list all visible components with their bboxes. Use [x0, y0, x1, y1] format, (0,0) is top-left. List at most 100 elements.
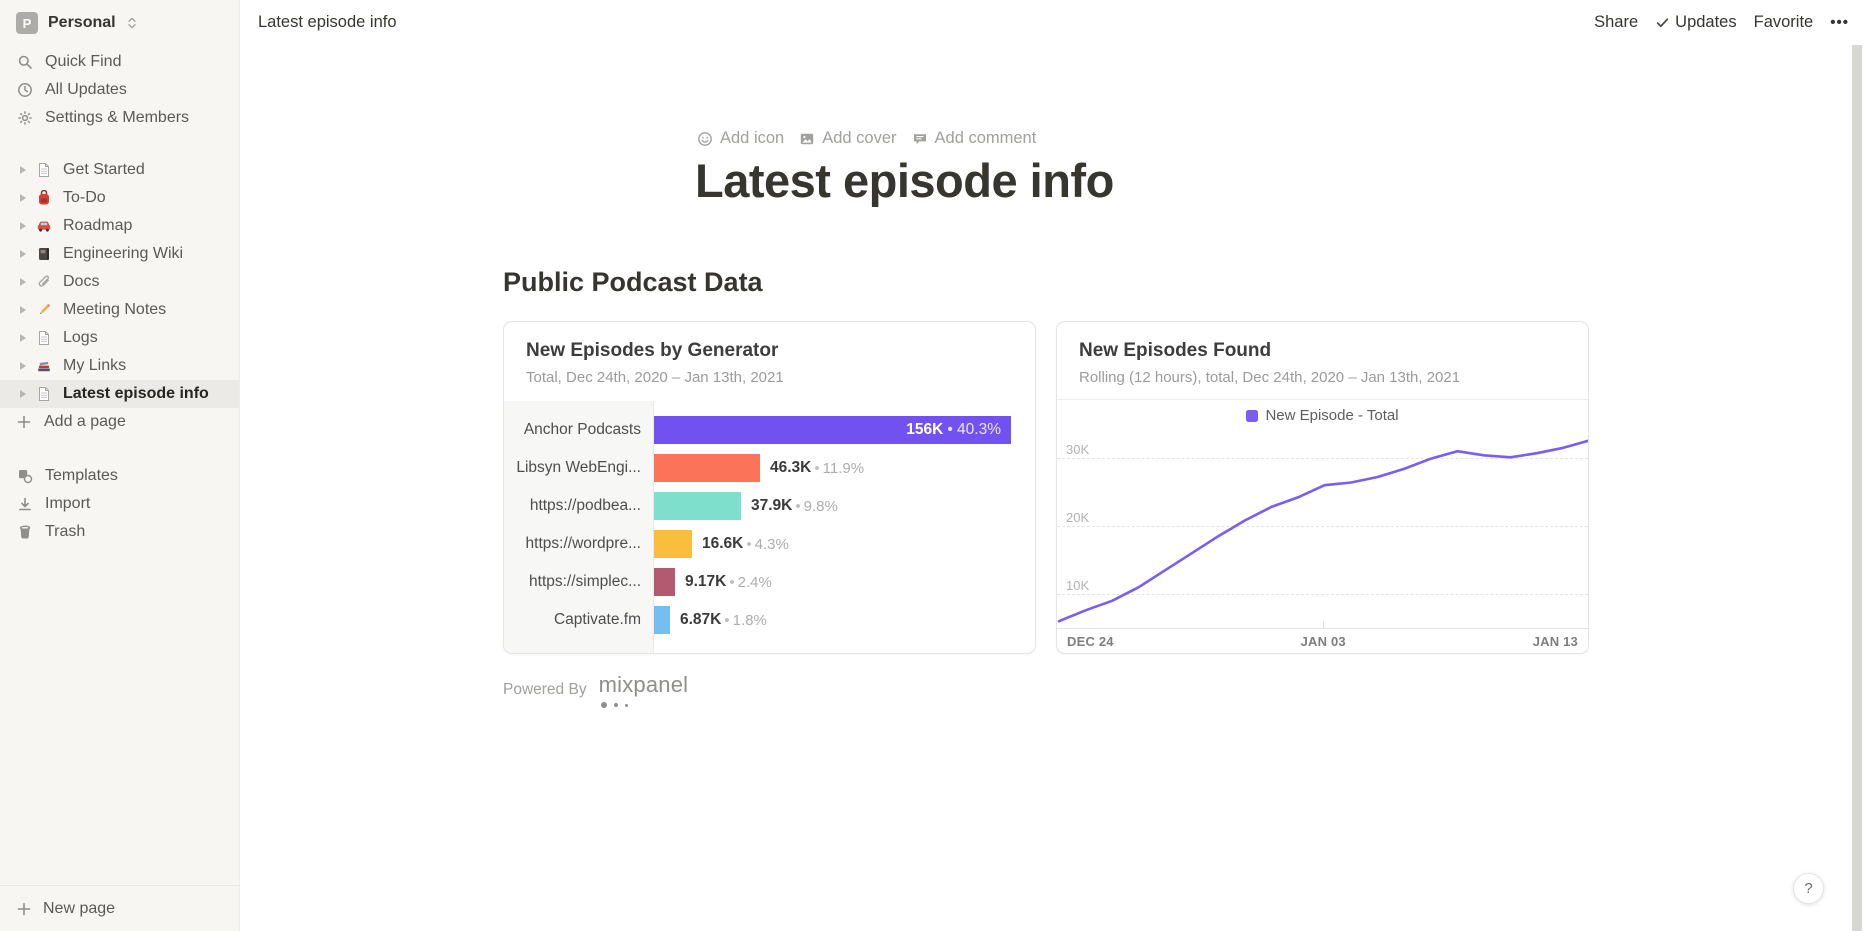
bar-row[interactable]: https://wordpre... 16.6K • 4.3% [504, 525, 1035, 563]
sidebar-item-trash[interactable]: Trash [0, 518, 239, 546]
bar-percent: 4.3% [754, 535, 789, 553]
line-series [1057, 439, 1588, 623]
bar-value: 9.17K [685, 573, 727, 590]
line-chart-card[interactable]: New Episodes Found Rolling (12 hours), t… [1056, 321, 1589, 654]
vertical-scrollbar[interactable] [1852, 45, 1862, 931]
bar-category: Libsyn WebEngi... [516, 459, 641, 476]
plus-icon [16, 901, 32, 917]
bar-value: 46.3K [770, 459, 812, 476]
y-tick-20k: 20K [1066, 510, 1090, 525]
more-button[interactable]: ••• [1830, 14, 1849, 31]
mixpanel-logo[interactable]: mixpanel [599, 672, 689, 708]
mixpanel-dots-icon [600, 702, 629, 708]
card-divider [1057, 399, 1588, 400]
sidebar-item-docs[interactable]: Docs [0, 268, 239, 296]
x-tick-jan03: JAN 03 [1300, 634, 1346, 649]
gear-icon [16, 109, 34, 127]
x-axis-labels: DEC 24 JAN 03 JAN 13 [1057, 634, 1588, 649]
sidebar-item-all-updates[interactable]: All Updates [0, 76, 239, 104]
toggle-triangle-icon[interactable] [14, 194, 32, 202]
sidebar-item-get-started[interactable]: Get Started [0, 156, 239, 184]
bar[interactable] [654, 568, 675, 596]
page-action-row: Add icon Add cover Add comment [697, 129, 1036, 148]
bar[interactable] [654, 530, 692, 558]
toggle-triangle-icon[interactable] [14, 250, 32, 258]
import-icon [16, 495, 34, 513]
bar-percent: 2.4% [737, 573, 772, 591]
updates-button[interactable]: Updates [1655, 13, 1737, 32]
share-button[interactable]: Share [1594, 13, 1639, 31]
workspace-switcher[interactable]: P Personal [0, 0, 239, 44]
sidebar-item-roadmap[interactable]: Roadmap [0, 212, 239, 240]
add-icon-button[interactable]: Add icon [697, 129, 784, 148]
bar-value: 6.87K [680, 611, 722, 628]
line-chart-subtitle: Rolling (12 hours), total, Dec 24th, 202… [1079, 369, 1461, 386]
favorite-button[interactable]: Favorite [1753, 13, 1814, 31]
sidebar-item-latest-episode-info[interactable]: Latest episode info [0, 380, 239, 408]
bar-chart-card[interactable]: New Episodes by Generator Total, Dec 24t… [503, 321, 1036, 654]
sidebar-item-engineering-wiki[interactable]: Engineering Wiki [0, 240, 239, 268]
chart-legend: New Episode - Total [1057, 407, 1588, 424]
bar-category: https://wordpre... [525, 535, 641, 552]
sidebar-item-templates[interactable]: Templates [0, 462, 239, 490]
car-icon [34, 217, 54, 235]
y-tick-10k: 10K [1066, 578, 1090, 593]
add-cover-button[interactable]: Add cover [799, 129, 897, 148]
y-tick-30k: 30K [1066, 442, 1090, 457]
add-comment-button[interactable]: Add comment [912, 129, 1036, 148]
bar-category: Captivate.fm [553, 611, 641, 628]
sidebar-top-nav: Quick Find All Updates Settings & Members [0, 48, 239, 132]
chevron-updown-icon [126, 16, 138, 30]
add-a-page-button[interactable]: Add a page [0, 408, 239, 436]
line-chart-title: New Episodes Found [1079, 340, 1272, 361]
sidebar-item-logs[interactable]: Logs [0, 324, 239, 352]
bar-row[interactable]: Libsyn WebEngi... 46.3K • 11.9% [504, 449, 1035, 487]
new-page-button[interactable]: New page [0, 885, 239, 931]
comment-icon [912, 131, 928, 147]
help-button[interactable]: ? [1793, 873, 1824, 904]
bar[interactable] [654, 492, 741, 520]
sidebar-item-my-links[interactable]: My Links [0, 352, 239, 380]
toggle-triangle-icon[interactable] [14, 334, 32, 342]
page-content: Add icon Add cover Add comment Latest ep… [240, 45, 1863, 931]
topbar: Latest episode info Share Updates Favori… [240, 0, 1863, 45]
bar-chart-subtitle: Total, Dec 24th, 2020 – Jan 13th, 2021 [526, 369, 784, 386]
sidebar-item-quick-find[interactable]: Quick Find [0, 48, 239, 76]
bar-row[interactable]: https://podbea... 37.9K • 9.8% [504, 487, 1035, 525]
sidebar-item-import[interactable]: Import [0, 490, 239, 518]
workspace-name: Personal [48, 14, 116, 31]
toggle-triangle-icon[interactable] [14, 222, 32, 230]
sidebar-item-to-do[interactable]: To-Do [0, 184, 239, 212]
page-title[interactable]: Latest episode info [695, 154, 1114, 207]
bar[interactable] [654, 606, 670, 634]
bar[interactable]: 156K • 40.3% [654, 416, 1011, 444]
bar-row[interactable]: Captivate.fm 6.87K • 1.8% [504, 601, 1035, 639]
bar-chart: Anchor Podcasts 156K • 40.3% Libsyn WebEngi… [504, 401, 1035, 653]
books-icon [34, 357, 54, 375]
check-icon [1655, 15, 1670, 30]
toggle-triangle-icon[interactable] [14, 390, 32, 398]
toggle-triangle-icon[interactable] [14, 362, 32, 370]
sidebar-item-settings-members[interactable]: Settings & Members [0, 104, 239, 132]
bar-percent: 11.9% [822, 459, 865, 477]
sidebar-tools: Templates Import Trash [0, 462, 239, 546]
toggle-triangle-icon[interactable] [14, 306, 32, 314]
paperclip-icon [34, 273, 54, 291]
bar-value: 156K [906, 421, 944, 438]
image-icon [799, 131, 815, 147]
bar[interactable] [654, 454, 760, 482]
line-plot-area: 30K 20K 10K [1057, 422, 1588, 629]
notebook-icon [34, 245, 54, 263]
bar-value: 37.9K [751, 497, 793, 514]
toggle-triangle-icon[interactable] [14, 278, 32, 286]
breadcrumb[interactable]: Latest episode info [258, 13, 397, 31]
section-heading[interactable]: Public Podcast Data [503, 267, 763, 297]
sidebar: P Personal Quick Find All Updates Settings… [0, 0, 240, 931]
bar-row[interactable]: Anchor Podcasts 156K • 40.3% [504, 411, 1035, 449]
bar-row[interactable]: https://simplec... 9.17K • 2.4% [504, 563, 1035, 601]
bar-category: https://podbea... [529, 497, 641, 514]
bar-percent: 9.8% [803, 497, 838, 515]
templates-icon [16, 467, 34, 485]
sidebar-item-meeting-notes[interactable]: Meeting Notes [0, 296, 239, 324]
toggle-triangle-icon[interactable] [14, 166, 32, 174]
